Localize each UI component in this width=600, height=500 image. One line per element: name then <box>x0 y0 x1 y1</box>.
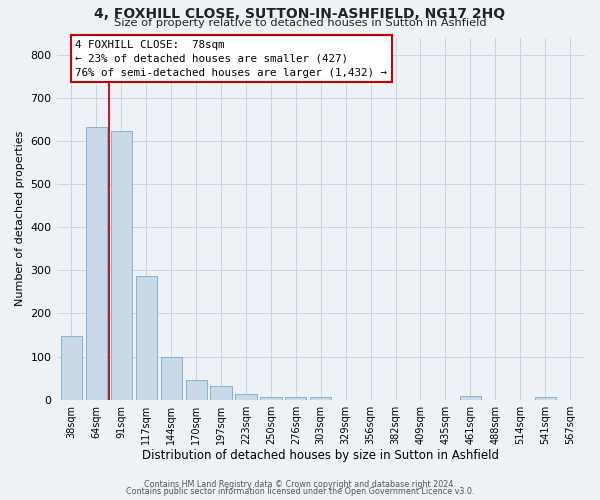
Text: Size of property relative to detached houses in Sutton in Ashfield: Size of property relative to detached ho… <box>113 18 487 28</box>
Text: Contains public sector information licensed under the Open Government Licence v3: Contains public sector information licen… <box>126 487 474 496</box>
Text: 4, FOXHILL CLOSE, SUTTON-IN-ASHFIELD, NG17 2HQ: 4, FOXHILL CLOSE, SUTTON-IN-ASHFIELD, NG… <box>94 8 506 22</box>
Bar <box>535 396 556 400</box>
Bar <box>161 356 182 400</box>
Bar <box>285 396 307 400</box>
Bar <box>86 127 107 400</box>
Text: 4 FOXHILL CLOSE:  78sqm
← 23% of detached houses are smaller (427)
76% of semi-d: 4 FOXHILL CLOSE: 78sqm ← 23% of detached… <box>75 40 387 78</box>
Bar <box>136 276 157 400</box>
Text: Contains HM Land Registry data © Crown copyright and database right 2024.: Contains HM Land Registry data © Crown c… <box>144 480 456 489</box>
Bar <box>260 397 281 400</box>
Bar <box>111 130 132 400</box>
X-axis label: Distribution of detached houses by size in Sutton in Ashfield: Distribution of detached houses by size … <box>142 450 499 462</box>
Bar <box>211 386 232 400</box>
Y-axis label: Number of detached properties: Number of detached properties <box>15 131 25 306</box>
Bar <box>460 396 481 400</box>
Bar <box>310 397 331 400</box>
Bar <box>235 394 257 400</box>
Bar <box>185 380 207 400</box>
Bar <box>61 336 82 400</box>
